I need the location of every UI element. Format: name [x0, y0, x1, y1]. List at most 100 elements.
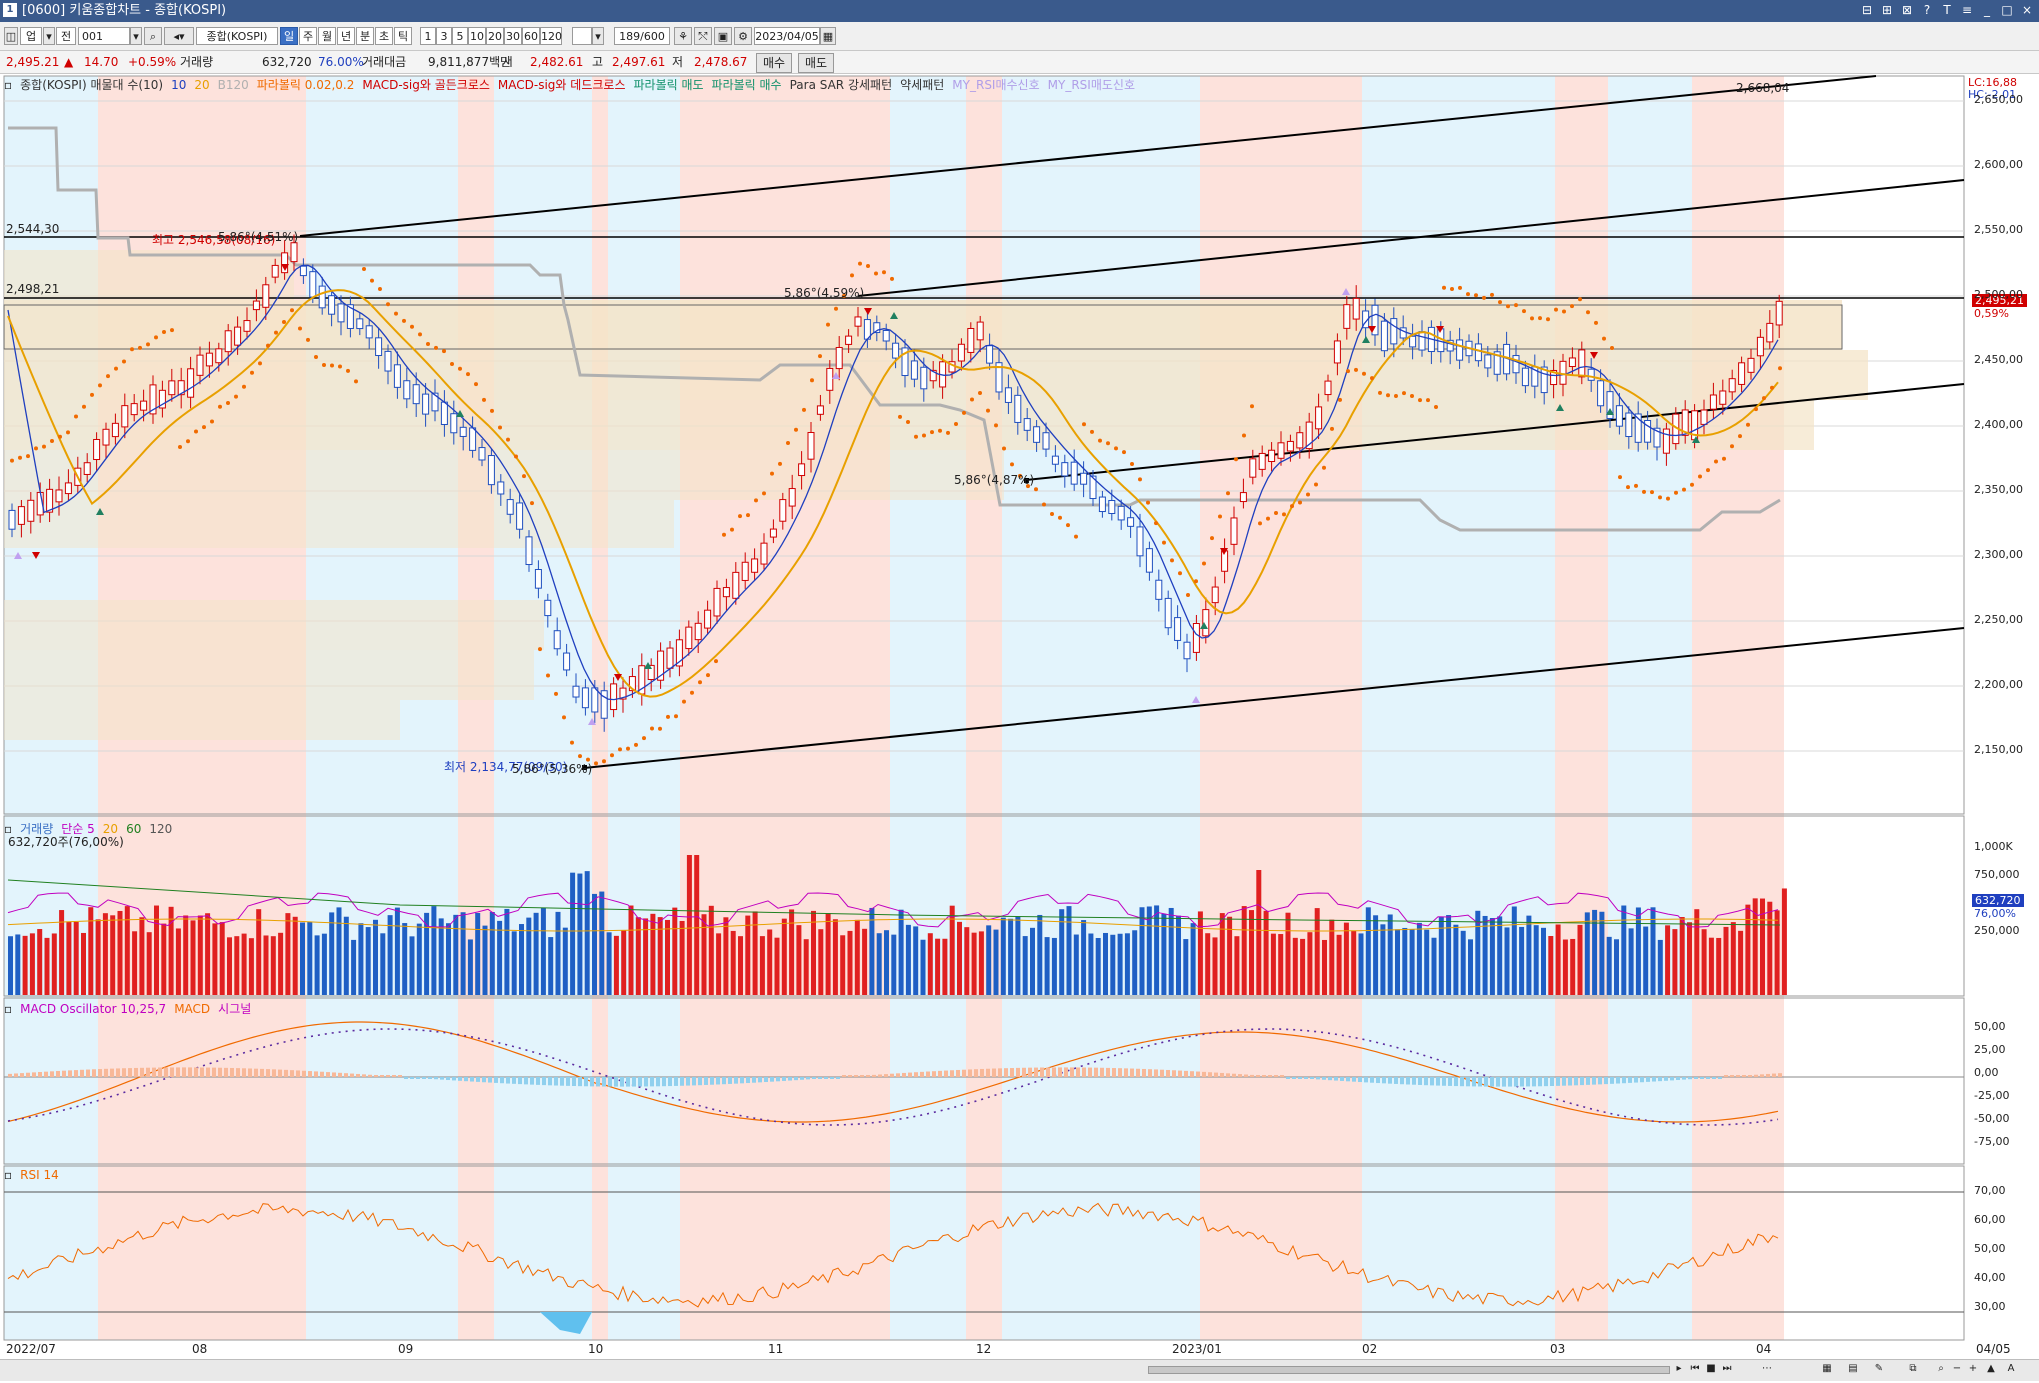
- interval-input[interactable]: [572, 27, 592, 45]
- search-icon[interactable]: ⌕: [144, 27, 162, 45]
- period-button[interactable]: 일: [280, 27, 298, 45]
- legend-item[interactable]: MY_RSI매수신호: [952, 78, 1040, 92]
- period-button[interactable]: 분: [356, 27, 374, 45]
- macd-histogram-bar: [284, 1069, 288, 1077]
- interval-button[interactable]: 5: [452, 27, 468, 45]
- code-input[interactable]: 001: [78, 27, 130, 45]
- speaker-icon[interactable]: ◂▾: [164, 27, 194, 45]
- sar-dot: [1290, 504, 1294, 509]
- interval-button[interactable]: 3: [436, 27, 452, 45]
- legend-item[interactable]: 종합(KOSPI) 매물대 수(10): [20, 78, 164, 92]
- legend-box-icon[interactable]: ▫: [4, 1168, 13, 1182]
- chevron-down-icon[interactable]: ▾: [43, 27, 55, 45]
- legend-item[interactable]: 20: [194, 78, 210, 92]
- font-icon[interactable]: A: [2007, 1363, 2015, 1374]
- chevron-down-icon[interactable]: ▾: [592, 27, 604, 45]
- period-button[interactable]: 주: [299, 27, 317, 45]
- legend-item[interactable]: MACD Oscillator 10,25,7: [20, 1002, 167, 1016]
- sar-dot: [1538, 316, 1542, 321]
- minimize-icon[interactable]: _: [1984, 3, 1990, 17]
- grid-icon[interactable]: ▦: [1822, 1363, 1832, 1374]
- indicator-icon[interactable]: ⚘: [674, 27, 692, 45]
- legend-item[interactable]: MY_RSI매도신호: [1047, 78, 1135, 92]
- maximize-icon[interactable]: □: [2001, 3, 2013, 17]
- legend-item[interactable]: 파라볼릭 매수: [711, 78, 782, 92]
- ruler-icon[interactable]: ⋯: [1762, 1363, 1772, 1374]
- legend-item[interactable]: 거래량: [20, 822, 54, 836]
- legend-item[interactable]: 120: [149, 822, 173, 836]
- buy-button[interactable]: 매수: [756, 53, 793, 73]
- table-icon[interactable]: ▤: [1848, 1363, 1858, 1374]
- legend-item[interactable]: 파라볼릭 0.02,0.2: [256, 78, 355, 92]
- volume-bar: [1205, 933, 1211, 995]
- sell-button[interactable]: 매도: [798, 53, 835, 73]
- macd-histogram-bar: [758, 1077, 762, 1083]
- text-icon[interactable]: T: [1943, 3, 1951, 17]
- calendar-icon[interactable]: ▦: [820, 27, 836, 45]
- legend-item[interactable]: 시그널: [218, 1002, 252, 1016]
- legend-item[interactable]: B120: [217, 78, 249, 92]
- pin-icon[interactable]: ⊠: [1901, 3, 1913, 17]
- interval-button[interactable]: 20: [486, 27, 504, 45]
- period-button[interactable]: 년: [337, 27, 355, 45]
- interval-button[interactable]: 10: [468, 27, 486, 45]
- interval-button[interactable]: 1: [420, 27, 436, 45]
- interval-button[interactable]: 30: [504, 27, 522, 45]
- gear-icon[interactable]: ⚙: [734, 27, 752, 45]
- macd-histogram-bar: [1388, 1077, 1392, 1084]
- layout-icon[interactable]: ⊟: [1861, 3, 1873, 17]
- volume-bar: [270, 936, 276, 995]
- legend-item[interactable]: 약세패턴: [900, 78, 945, 92]
- period-button[interactable]: 초: [375, 27, 393, 45]
- chart-icon[interactable]: ◫: [4, 27, 18, 45]
- legend-box-icon[interactable]: ▫: [4, 78, 13, 92]
- sar-dot: [74, 414, 78, 419]
- legend-item[interactable]: 60: [126, 822, 142, 836]
- legend-item[interactable]: Para SAR 강세패턴: [789, 78, 893, 92]
- mode-a-select[interactable]: 업: [20, 27, 42, 45]
- chevron-down-icon[interactable]: ▾: [130, 27, 142, 45]
- axis-tick-label: 0,00: [1974, 1066, 1999, 1079]
- chart-area[interactable]: [0, 74, 2039, 1380]
- minus-icon[interactable]: −: [1952, 1363, 1962, 1374]
- period-button[interactable]: 월: [318, 27, 336, 45]
- chart-type-icon[interactable]: ⧉: [1909, 1363, 1917, 1374]
- interval-button[interactable]: 60: [522, 27, 540, 45]
- period-button[interactable]: 틱: [394, 27, 412, 45]
- count-field[interactable]: 189/600: [614, 27, 670, 45]
- macd-histogram-bar: [392, 1075, 396, 1077]
- legend-box-icon[interactable]: ▫: [4, 822, 13, 836]
- legend-item[interactable]: 단순 5: [61, 822, 95, 836]
- close-icon[interactable]: ×: [2021, 3, 2033, 17]
- legend-item[interactable]: MACD-sig와 데드크로스: [497, 78, 626, 92]
- tile-icon[interactable]: ⊞: [1881, 3, 1893, 17]
- stop-icon[interactable]: ■: [1706, 1363, 1716, 1374]
- chart-canvas[interactable]: [0, 74, 2039, 1380]
- up-icon[interactable]: ▲: [1987, 1363, 1995, 1374]
- legend-item[interactable]: 파라볼릭 매도: [633, 78, 704, 92]
- scrollbar-track[interactable]: [1148, 1366, 1670, 1374]
- interval-button[interactable]: 120: [540, 27, 562, 45]
- mode-b-select[interactable]: 전: [56, 27, 76, 45]
- save-icon[interactable]: ▣: [714, 27, 732, 45]
- scroll-left-icon[interactable]: ▸: [1676, 1363, 1682, 1374]
- plus-icon[interactable]: +: [1968, 1363, 1978, 1374]
- last-icon[interactable]: ⏭: [1722, 1363, 1732, 1374]
- draw-icon[interactable]: ✎: [1874, 1363, 1884, 1374]
- candle-body: [290, 242, 298, 263]
- zoom-icon[interactable]: ⌕: [1938, 1363, 1944, 1374]
- legend-item[interactable]: MACD-sig와 골든크로스: [362, 78, 490, 92]
- menu-icon[interactable]: ≡: [1961, 3, 1973, 17]
- first-icon[interactable]: ⏮: [1690, 1363, 1700, 1374]
- legend-item[interactable]: RSI 14: [20, 1168, 59, 1182]
- volume-bar: [146, 932, 152, 995]
- volume-bar: [1117, 933, 1123, 995]
- trend-icon[interactable]: ⤲: [694, 27, 712, 45]
- help-icon[interactable]: ?: [1923, 3, 1931, 17]
- date-field[interactable]: 2023/04/05: [754, 27, 820, 45]
- legend-box-icon[interactable]: ▫: [4, 1002, 13, 1016]
- legend-item[interactable]: 20: [102, 822, 119, 836]
- legend-item[interactable]: 10: [171, 78, 187, 92]
- candle-body: [1775, 300, 1783, 326]
- legend-item[interactable]: MACD: [174, 1002, 211, 1016]
